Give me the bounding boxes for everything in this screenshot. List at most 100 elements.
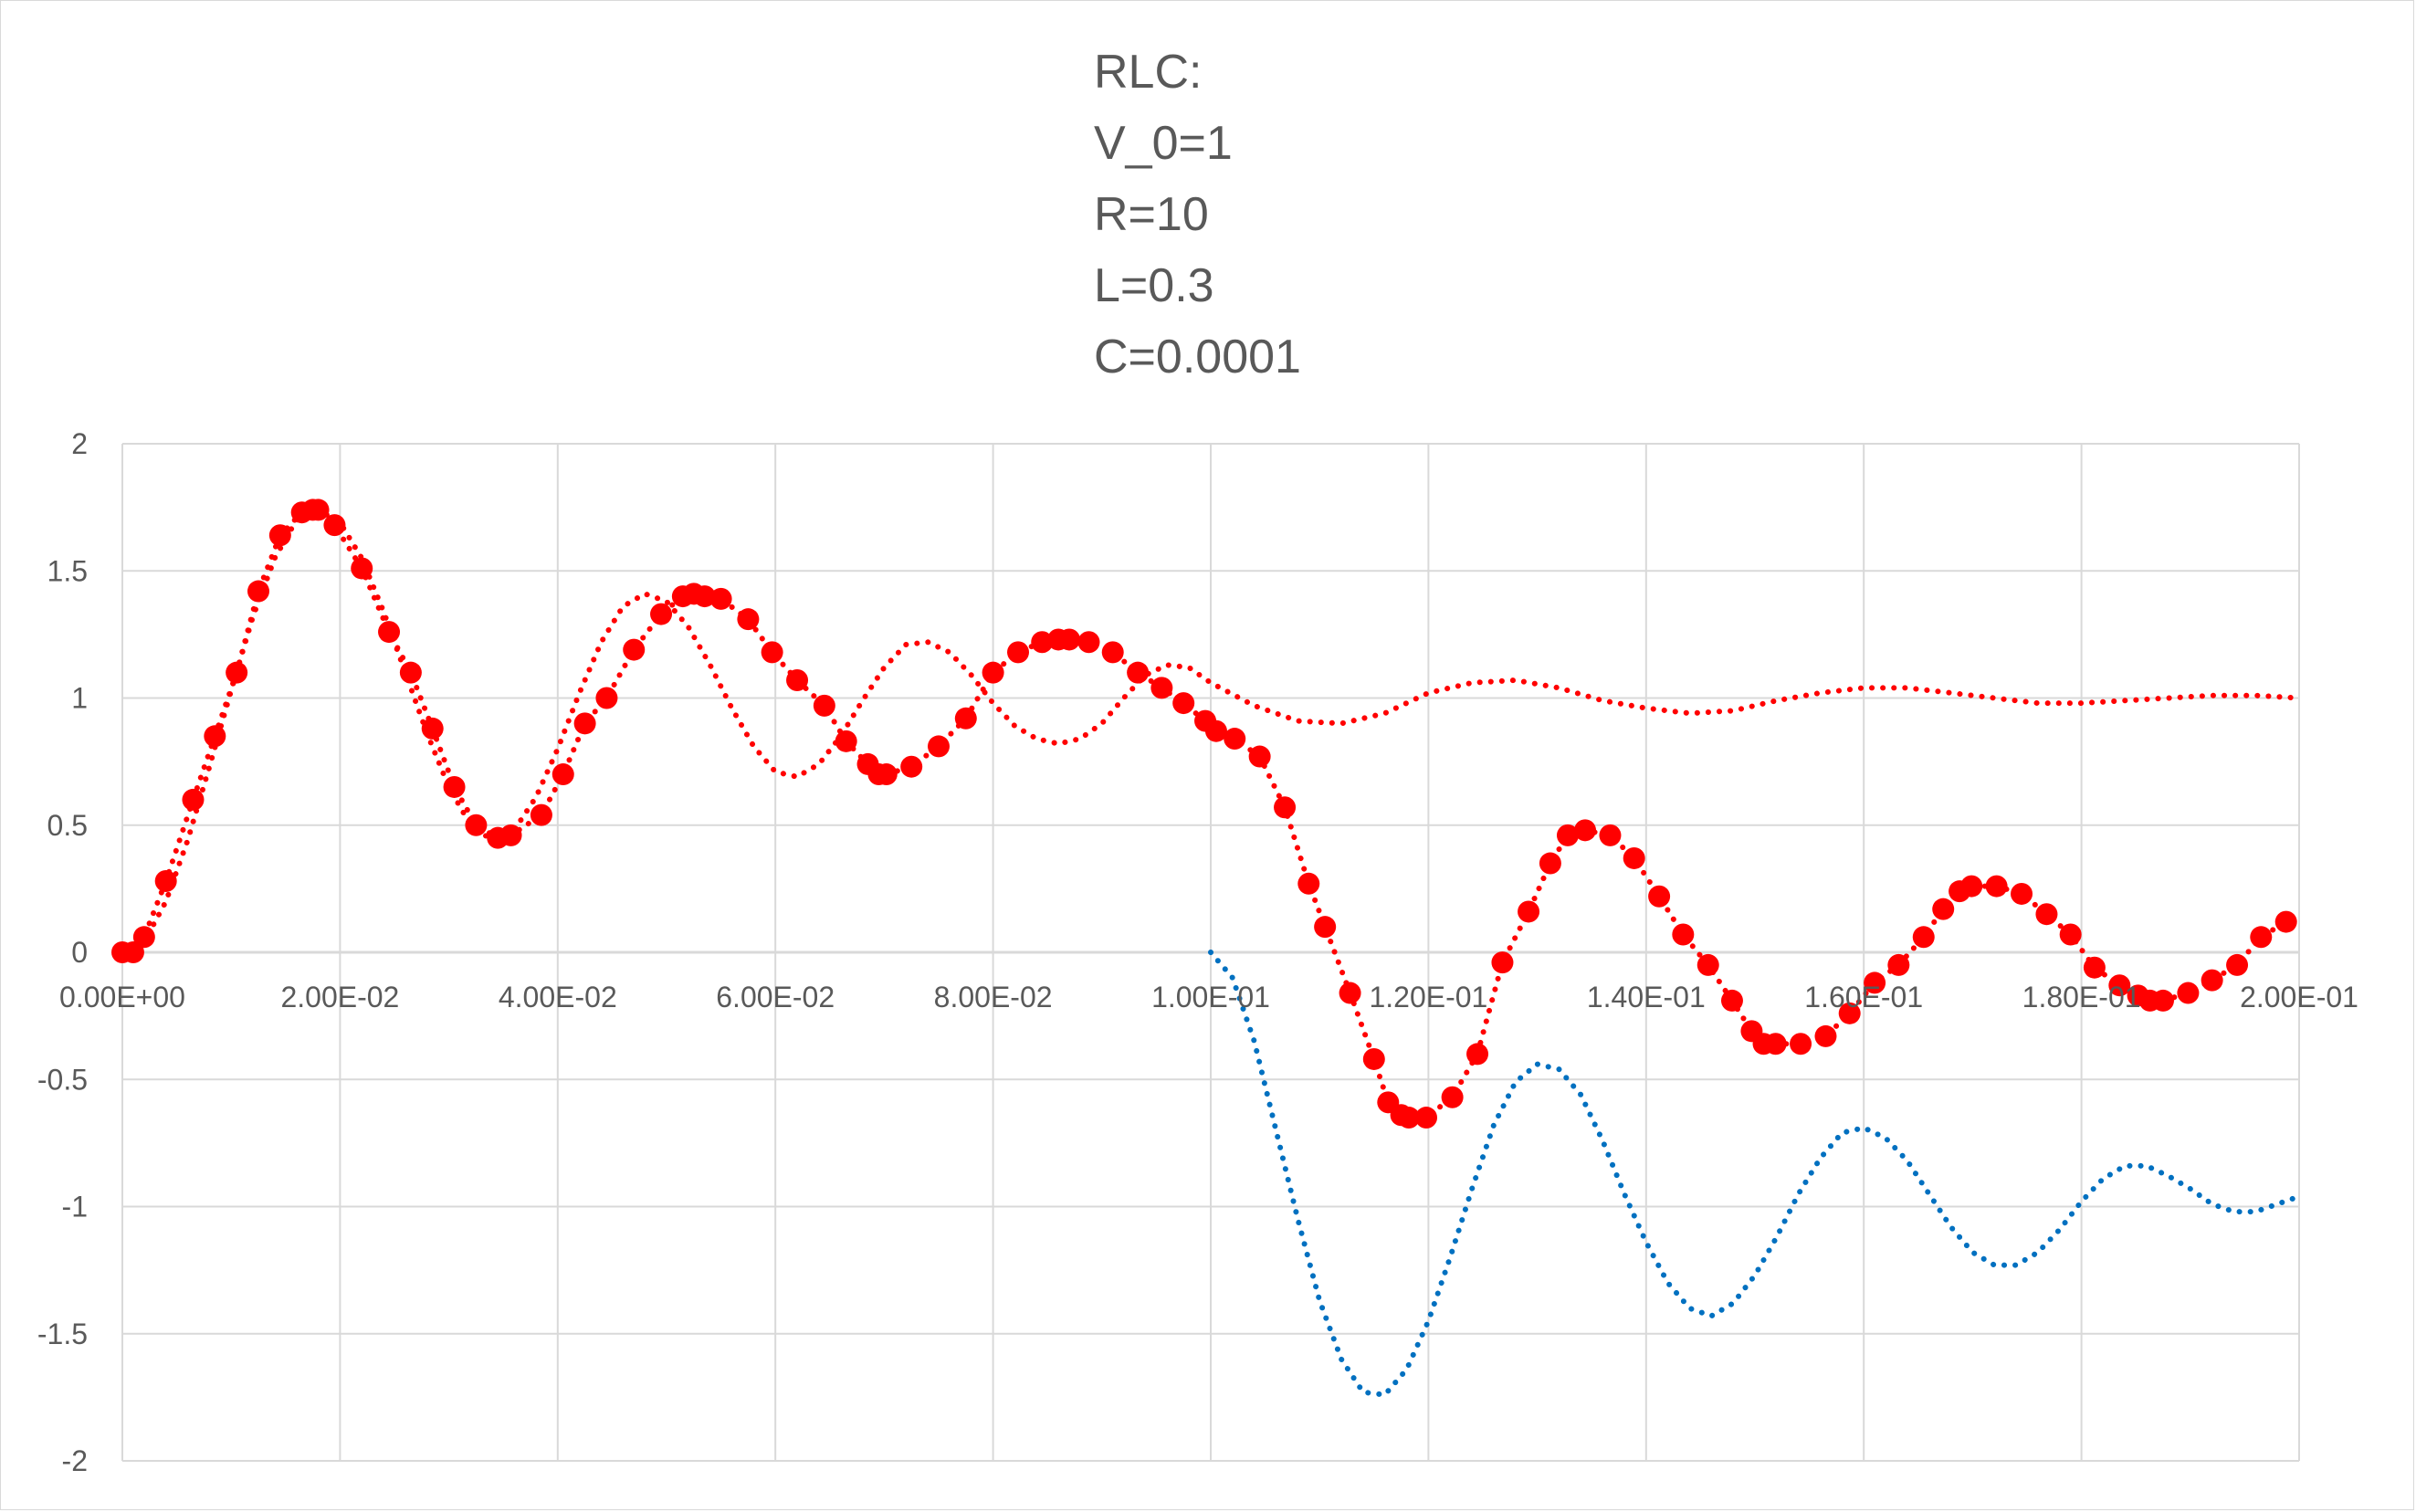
- data-point: [1932, 898, 1955, 920]
- data-point: [1985, 875, 2008, 898]
- data-point: [268, 524, 291, 547]
- data-point: [573, 712, 596, 735]
- data-point: [1441, 1086, 1464, 1108]
- data-point: [1764, 1033, 1787, 1055]
- y-tick-label: 2: [71, 427, 88, 460]
- data-point: [1599, 824, 1622, 846]
- data-point: [1539, 852, 1561, 875]
- tick-labels: 2 1.5 1 0.5 0 -0.5 -1 -1.5 -2 0.00E+00 2.00E-02 4.0…: [37, 427, 2358, 1477]
- y-tick-label: -1: [62, 1191, 88, 1223]
- data-point: [182, 788, 205, 811]
- data-point: [1466, 1043, 1489, 1066]
- data-point: [1864, 971, 1886, 994]
- data-point: [835, 730, 857, 752]
- data-point: [1887, 953, 1910, 976]
- chart-title: RLC: V_0=1 R=10 L=0.3 C=0.0001: [1094, 37, 1301, 393]
- data-point: [1224, 728, 1246, 751]
- y-tick-label: -0.5: [37, 1063, 88, 1096]
- data-point: [465, 814, 488, 836]
- data-point: [2226, 953, 2249, 976]
- x-tick-label: 6.00E-02: [716, 981, 835, 1013]
- data-point: [1172, 692, 1195, 715]
- data-point: [247, 580, 269, 603]
- data-point: [875, 763, 898, 786]
- x-tick-label: 1.80E-01: [2022, 981, 2141, 1013]
- data-point: [1415, 1107, 1438, 1129]
- data-point: [1623, 846, 1645, 869]
- data-point: [443, 775, 466, 798]
- data-point: [1838, 1002, 1861, 1024]
- data-point: [786, 669, 809, 692]
- data-point: [2274, 910, 2297, 933]
- x-tick-label: 1.00E-01: [1151, 981, 1270, 1013]
- data-point: [1204, 719, 1227, 742]
- chart-title-line-2: V_0=1: [1094, 117, 1233, 170]
- chart-title-line-3: R=10: [1094, 188, 1209, 241]
- data-point: [323, 514, 346, 537]
- data-point: [1397, 1107, 1420, 1129]
- data-point: [1672, 923, 1695, 946]
- data-point: [1101, 641, 1124, 664]
- x-tick-label: 0.00E+00: [59, 981, 185, 1013]
- data-point: [1031, 631, 1054, 654]
- y-tick-label: -1.5: [37, 1318, 88, 1350]
- y-tick-label: 0.5: [47, 809, 88, 842]
- data-point: [1077, 631, 1100, 654]
- data-point: [1720, 989, 1743, 1012]
- data-point: [928, 735, 950, 758]
- data-point: [1248, 745, 1271, 768]
- data-point: [737, 608, 760, 631]
- data-point: [1491, 951, 1514, 974]
- data-point: [1960, 875, 1983, 898]
- data-point: [1696, 953, 1719, 976]
- data-point: [154, 870, 177, 893]
- x-tick-label: 8.00E-02: [934, 981, 1053, 1013]
- data-point: [595, 687, 618, 709]
- data-point: [2250, 926, 2273, 949]
- data-point: [1297, 872, 1320, 895]
- y-tick-label: -2: [62, 1444, 88, 1477]
- x-tick-label: 4.00E-02: [499, 981, 617, 1013]
- data-point: [351, 557, 373, 580]
- series-line-3: [120, 507, 2289, 1120]
- data-point: [1574, 819, 1597, 842]
- series-line-2: [1208, 950, 2302, 1398]
- data-point: [982, 661, 1004, 684]
- data-point: [2108, 974, 2131, 997]
- data-point: [1274, 796, 1297, 819]
- data-point: [1814, 1024, 1837, 1047]
- data-point: [1912, 926, 1935, 949]
- data-point: [421, 717, 444, 740]
- data-point: [551, 763, 574, 786]
- data-point: [650, 603, 673, 625]
- y-tick-label: 0: [71, 936, 88, 969]
- data-point: [2201, 969, 2223, 992]
- data-point: [204, 725, 226, 748]
- data-point: [1314, 916, 1337, 939]
- data-point: [1339, 982, 1361, 1004]
- data-point: [1790, 1033, 1812, 1055]
- data-point: [1007, 641, 1030, 664]
- data-point: [307, 499, 330, 521]
- data-point: [954, 707, 977, 730]
- series-group: [111, 499, 2302, 1398]
- data-point: [2083, 956, 2106, 979]
- series-line-1: [120, 507, 2302, 955]
- data-point: [623, 638, 646, 661]
- chart-title-line-1: RLC:: [1094, 46, 1203, 99]
- data-point: [2035, 903, 2058, 926]
- data-point: [900, 755, 923, 778]
- data-point: [693, 585, 716, 608]
- data-point: [121, 941, 144, 963]
- data-point: [761, 641, 783, 664]
- data-point: [2011, 882, 2033, 905]
- x-tick-label: 1.20E-01: [1369, 981, 1487, 1013]
- data-point: [132, 926, 155, 949]
- data-point: [399, 661, 422, 684]
- chart-title-line-4: L=0.3: [1094, 259, 1214, 312]
- data-point: [1556, 824, 1579, 846]
- data-point: [709, 587, 732, 610]
- chart-title-line-5: C=0.0001: [1094, 331, 1301, 383]
